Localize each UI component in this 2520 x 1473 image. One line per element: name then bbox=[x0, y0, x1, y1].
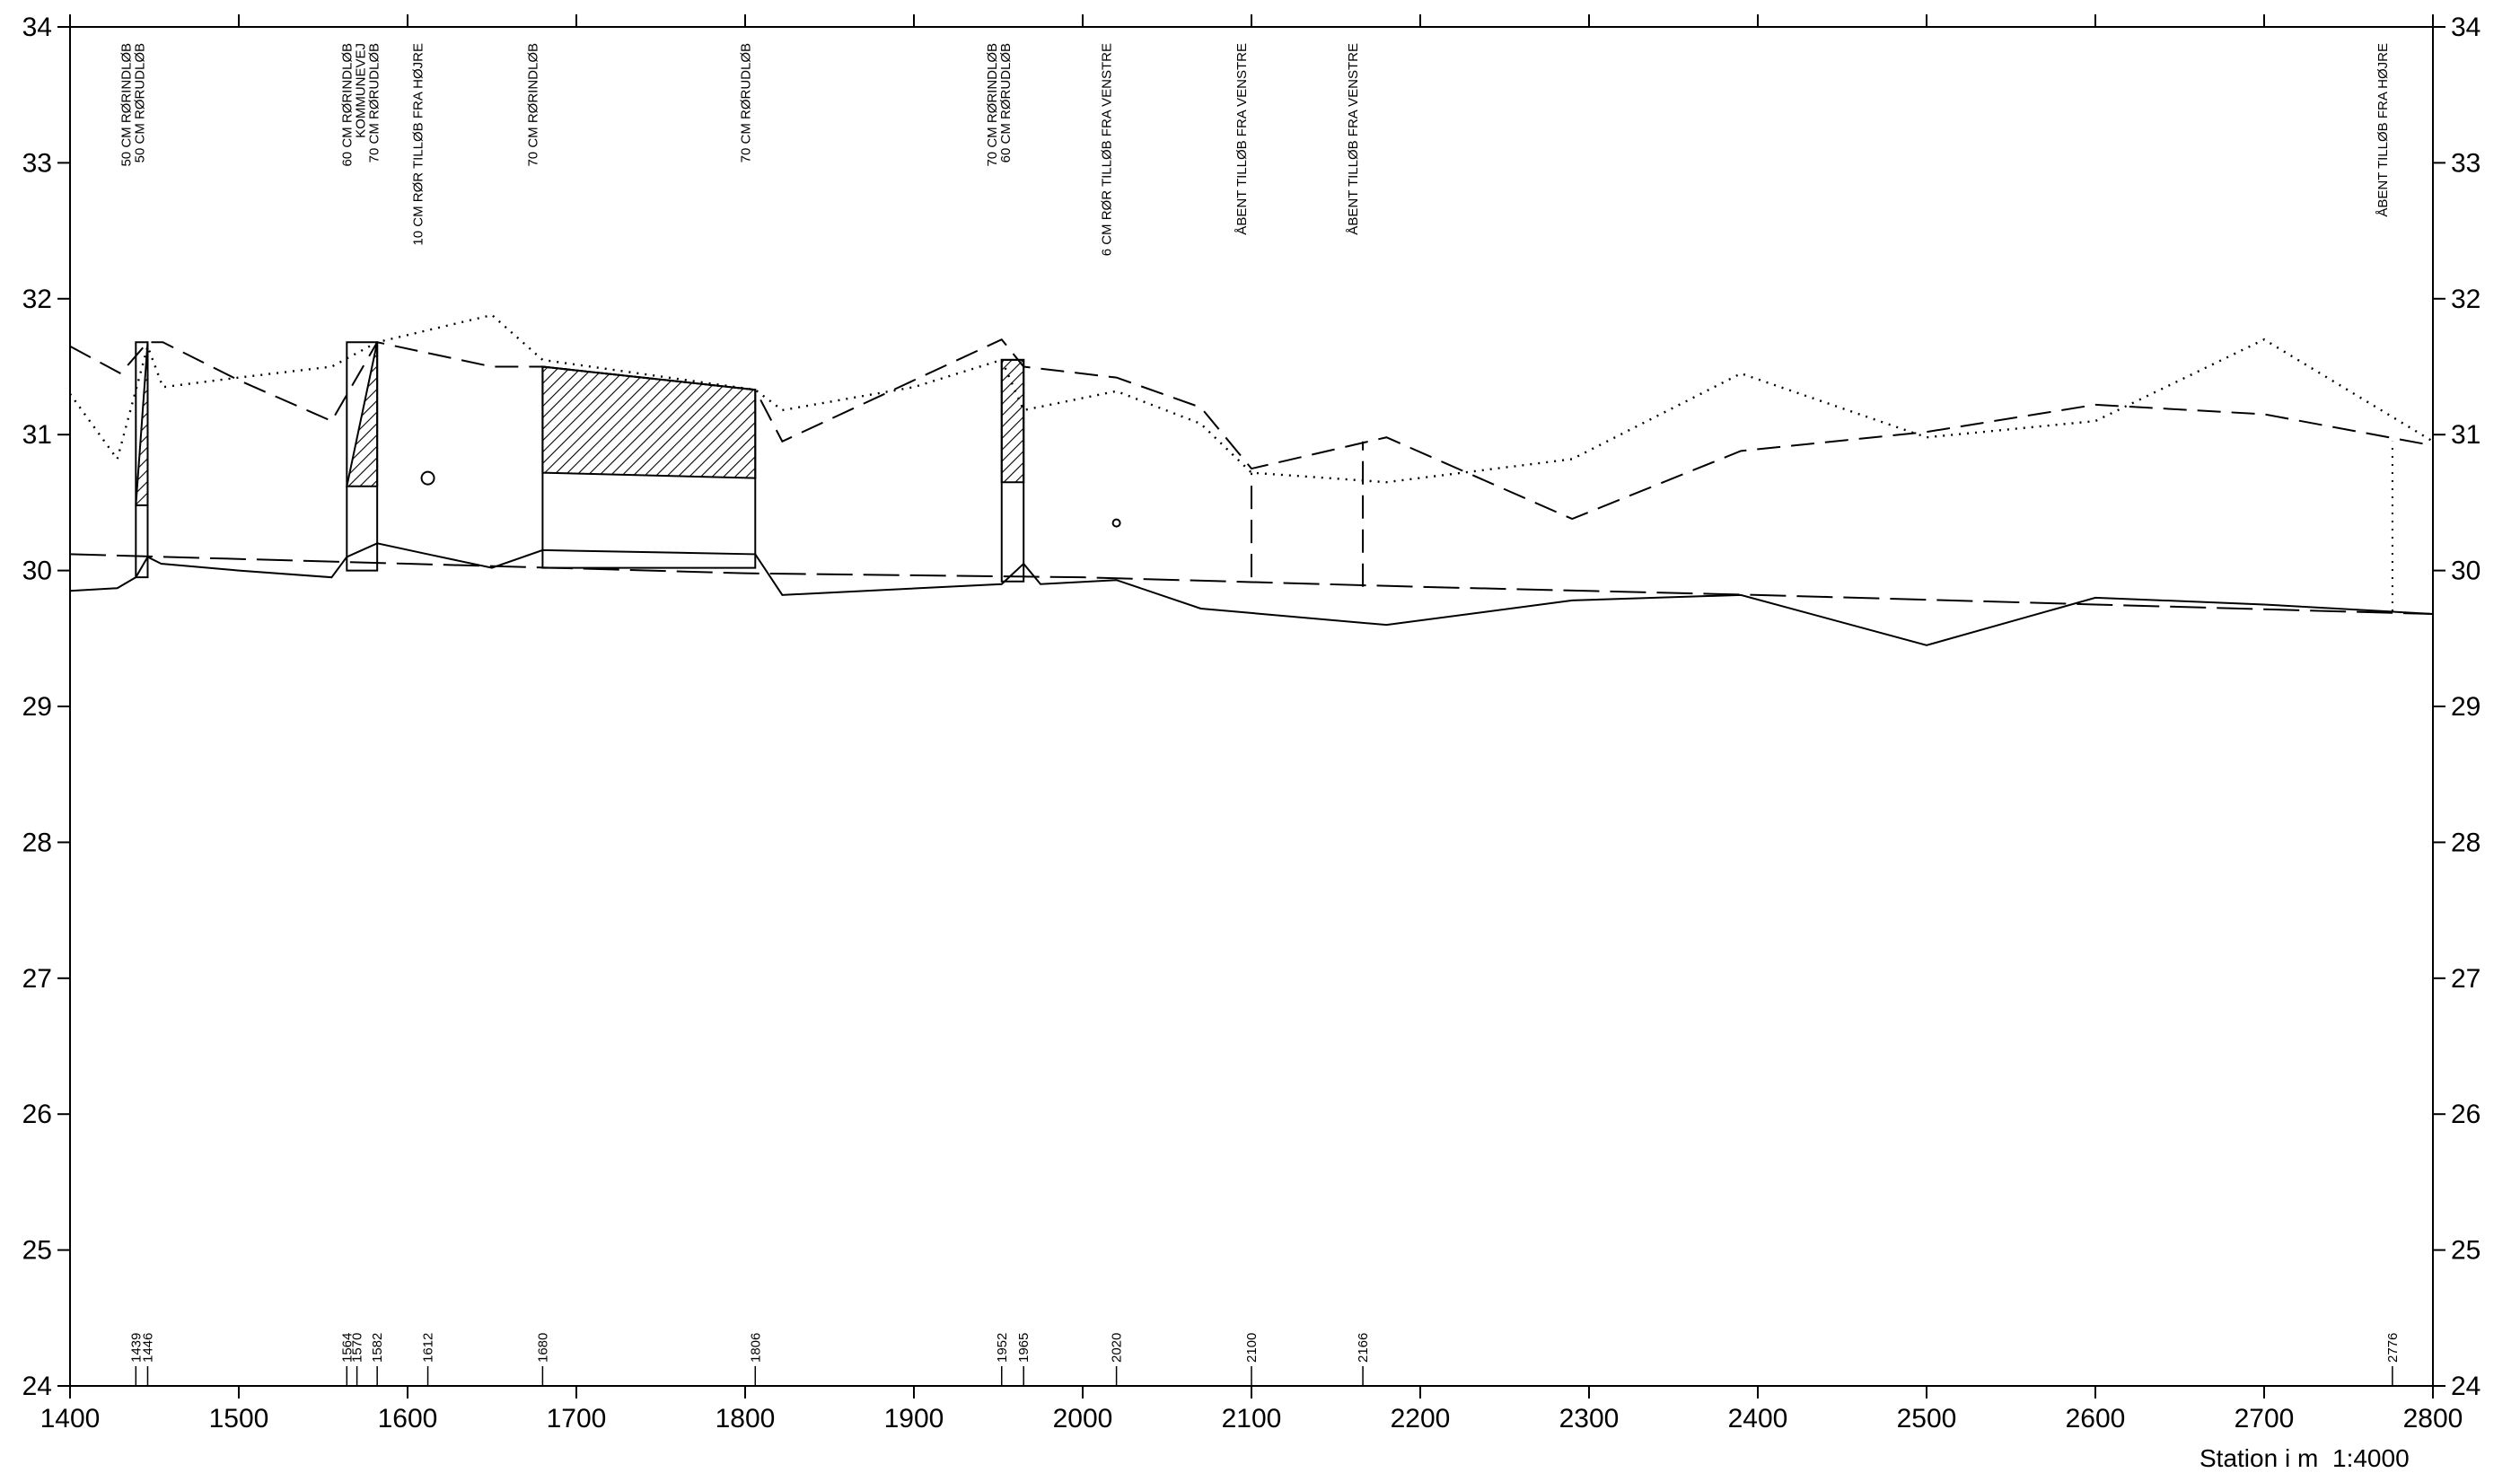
y-tick-label-left: 32 bbox=[22, 285, 52, 314]
pipe-marker bbox=[420, 470, 435, 486]
y-tick-label-left: 29 bbox=[22, 692, 52, 722]
annotation-label: 60 CM RØRINDLØB bbox=[340, 43, 356, 167]
annotation-label: 50 CM RØRINDLØB bbox=[119, 43, 134, 167]
y-tick-label-left: 28 bbox=[22, 828, 52, 857]
x-tick-label: 2400 bbox=[1728, 1404, 1788, 1434]
y-tick-label-right: 24 bbox=[2451, 1372, 2480, 1401]
station-label: 1612 bbox=[421, 1333, 436, 1363]
y-tick-label-left: 33 bbox=[22, 148, 52, 178]
annotation-label: KOMMUNEVEJ bbox=[354, 43, 369, 138]
x-tick-label: 2500 bbox=[1897, 1404, 1957, 1434]
y-tick-label-right: 27 bbox=[2451, 964, 2480, 994]
annotation-label: 70 CM RØRINDLØB bbox=[985, 43, 1000, 167]
culvert-hatch bbox=[135, 342, 149, 506]
x-tick-label: 2700 bbox=[2235, 1404, 2295, 1434]
annotation-label: 50 CM RØRUDLØB bbox=[132, 43, 147, 162]
scale-label: 1:4000 bbox=[2332, 1444, 2410, 1472]
y-tick-label-left: 31 bbox=[22, 420, 52, 450]
station-label: 1446 bbox=[140, 1333, 155, 1363]
y-tick-label-right: 34 bbox=[2451, 13, 2480, 42]
annotation-label: 10 CM RØR TILLØB FRA HØJRE bbox=[411, 43, 426, 246]
station-label: 1582 bbox=[370, 1333, 385, 1363]
culvert-hatch bbox=[541, 365, 757, 479]
station-label: 1570 bbox=[350, 1333, 365, 1363]
station-label: 1439 bbox=[128, 1333, 144, 1363]
y-tick-label-right: 32 bbox=[2451, 285, 2480, 314]
x-tick-label: 1400 bbox=[40, 1404, 101, 1434]
station-label: 2020 bbox=[1110, 1333, 1125, 1363]
x-tick-label: 2200 bbox=[1391, 1404, 1451, 1434]
x-tick-label: 1700 bbox=[547, 1404, 607, 1434]
y-tick-label-right: 30 bbox=[2451, 557, 2480, 586]
y-tick-label-right: 33 bbox=[2451, 148, 2480, 178]
x-tick-label: 1900 bbox=[884, 1404, 944, 1434]
axes-layer: 1400 1500 1600 1700 1800 1900 2000 2100 2200 2300… bbox=[22, 13, 2481, 1434]
structures-layer bbox=[135, 341, 1025, 583]
profile-line-long-dash bbox=[69, 338, 2434, 521]
station-label: 1806 bbox=[748, 1333, 763, 1363]
axis-caption: Station i m 1:4000 bbox=[2200, 1444, 2410, 1472]
x-axis-label: Station i m bbox=[2200, 1444, 2318, 1472]
x-tick-label: 2100 bbox=[1222, 1404, 1282, 1434]
x-tick-label: 2800 bbox=[2403, 1404, 2463, 1434]
station-label: 1952 bbox=[995, 1333, 1010, 1363]
y-tick-label-left: 34 bbox=[22, 13, 52, 42]
station-label: 1680 bbox=[535, 1333, 550, 1363]
annotation-label: ÅBENT TILLØB FRA HØJRE bbox=[2375, 43, 2391, 217]
annotation-label: ÅBENT TILLØB FRA VENSTRE bbox=[1346, 43, 1361, 235]
x-tick-label: 1600 bbox=[378, 1404, 438, 1434]
annotation-label: 6 CM RØR TILLØB FRA VENSTRE bbox=[1100, 43, 1115, 256]
y-tick-label-right: 26 bbox=[2451, 1100, 2480, 1129]
profile-line-dotted bbox=[69, 313, 2434, 484]
x-tick-label: 2000 bbox=[1053, 1404, 1113, 1434]
y-tick-label-left: 30 bbox=[22, 557, 52, 586]
y-tick-label-right: 28 bbox=[2451, 828, 2480, 857]
annotation-label: 60 CM RØRUDLØB bbox=[998, 43, 1014, 162]
y-tick-label-left: 27 bbox=[22, 964, 52, 994]
x-tick-label: 2600 bbox=[2066, 1404, 2126, 1434]
profile-line-dash-dot bbox=[69, 553, 2434, 616]
culvert-hatch bbox=[346, 342, 379, 487]
station-label: 2776 bbox=[2385, 1333, 2401, 1363]
station-label: 2166 bbox=[1356, 1333, 1371, 1363]
annotation-label: 70 CM RØRUDLØB bbox=[367, 43, 382, 162]
y-tick-label-left: 25 bbox=[22, 1236, 52, 1266]
annotation-label: ÅBENT TILLØB FRA VENSTRE bbox=[1234, 43, 1250, 235]
y-tick-label-right: 29 bbox=[2451, 692, 2480, 722]
station-label: 1564 bbox=[339, 1333, 355, 1363]
x-tick-label: 2300 bbox=[1559, 1404, 1620, 1434]
markers-layer bbox=[420, 470, 1121, 528]
x-tick-label: 1800 bbox=[716, 1404, 776, 1434]
station-label: 1965 bbox=[1016, 1333, 1032, 1363]
annotation-label: 70 CM RØRUDLØB bbox=[738, 43, 753, 162]
y-tick-label-right: 25 bbox=[2451, 1236, 2480, 1266]
x-tick-label: 1500 bbox=[209, 1404, 269, 1434]
annotation-label: 70 CM RØRINDLØB bbox=[525, 43, 540, 167]
series-layer bbox=[69, 313, 2434, 646]
station-label: 2100 bbox=[1244, 1333, 1260, 1363]
culvert-hatch bbox=[1000, 358, 1025, 484]
pipe-marker bbox=[1111, 518, 1121, 528]
y-tick-label-right: 31 bbox=[2451, 420, 2480, 450]
y-tick-label-left: 26 bbox=[22, 1100, 52, 1129]
y-tick-label-left: 24 bbox=[22, 1372, 52, 1401]
profile-line-solid bbox=[69, 542, 2434, 646]
